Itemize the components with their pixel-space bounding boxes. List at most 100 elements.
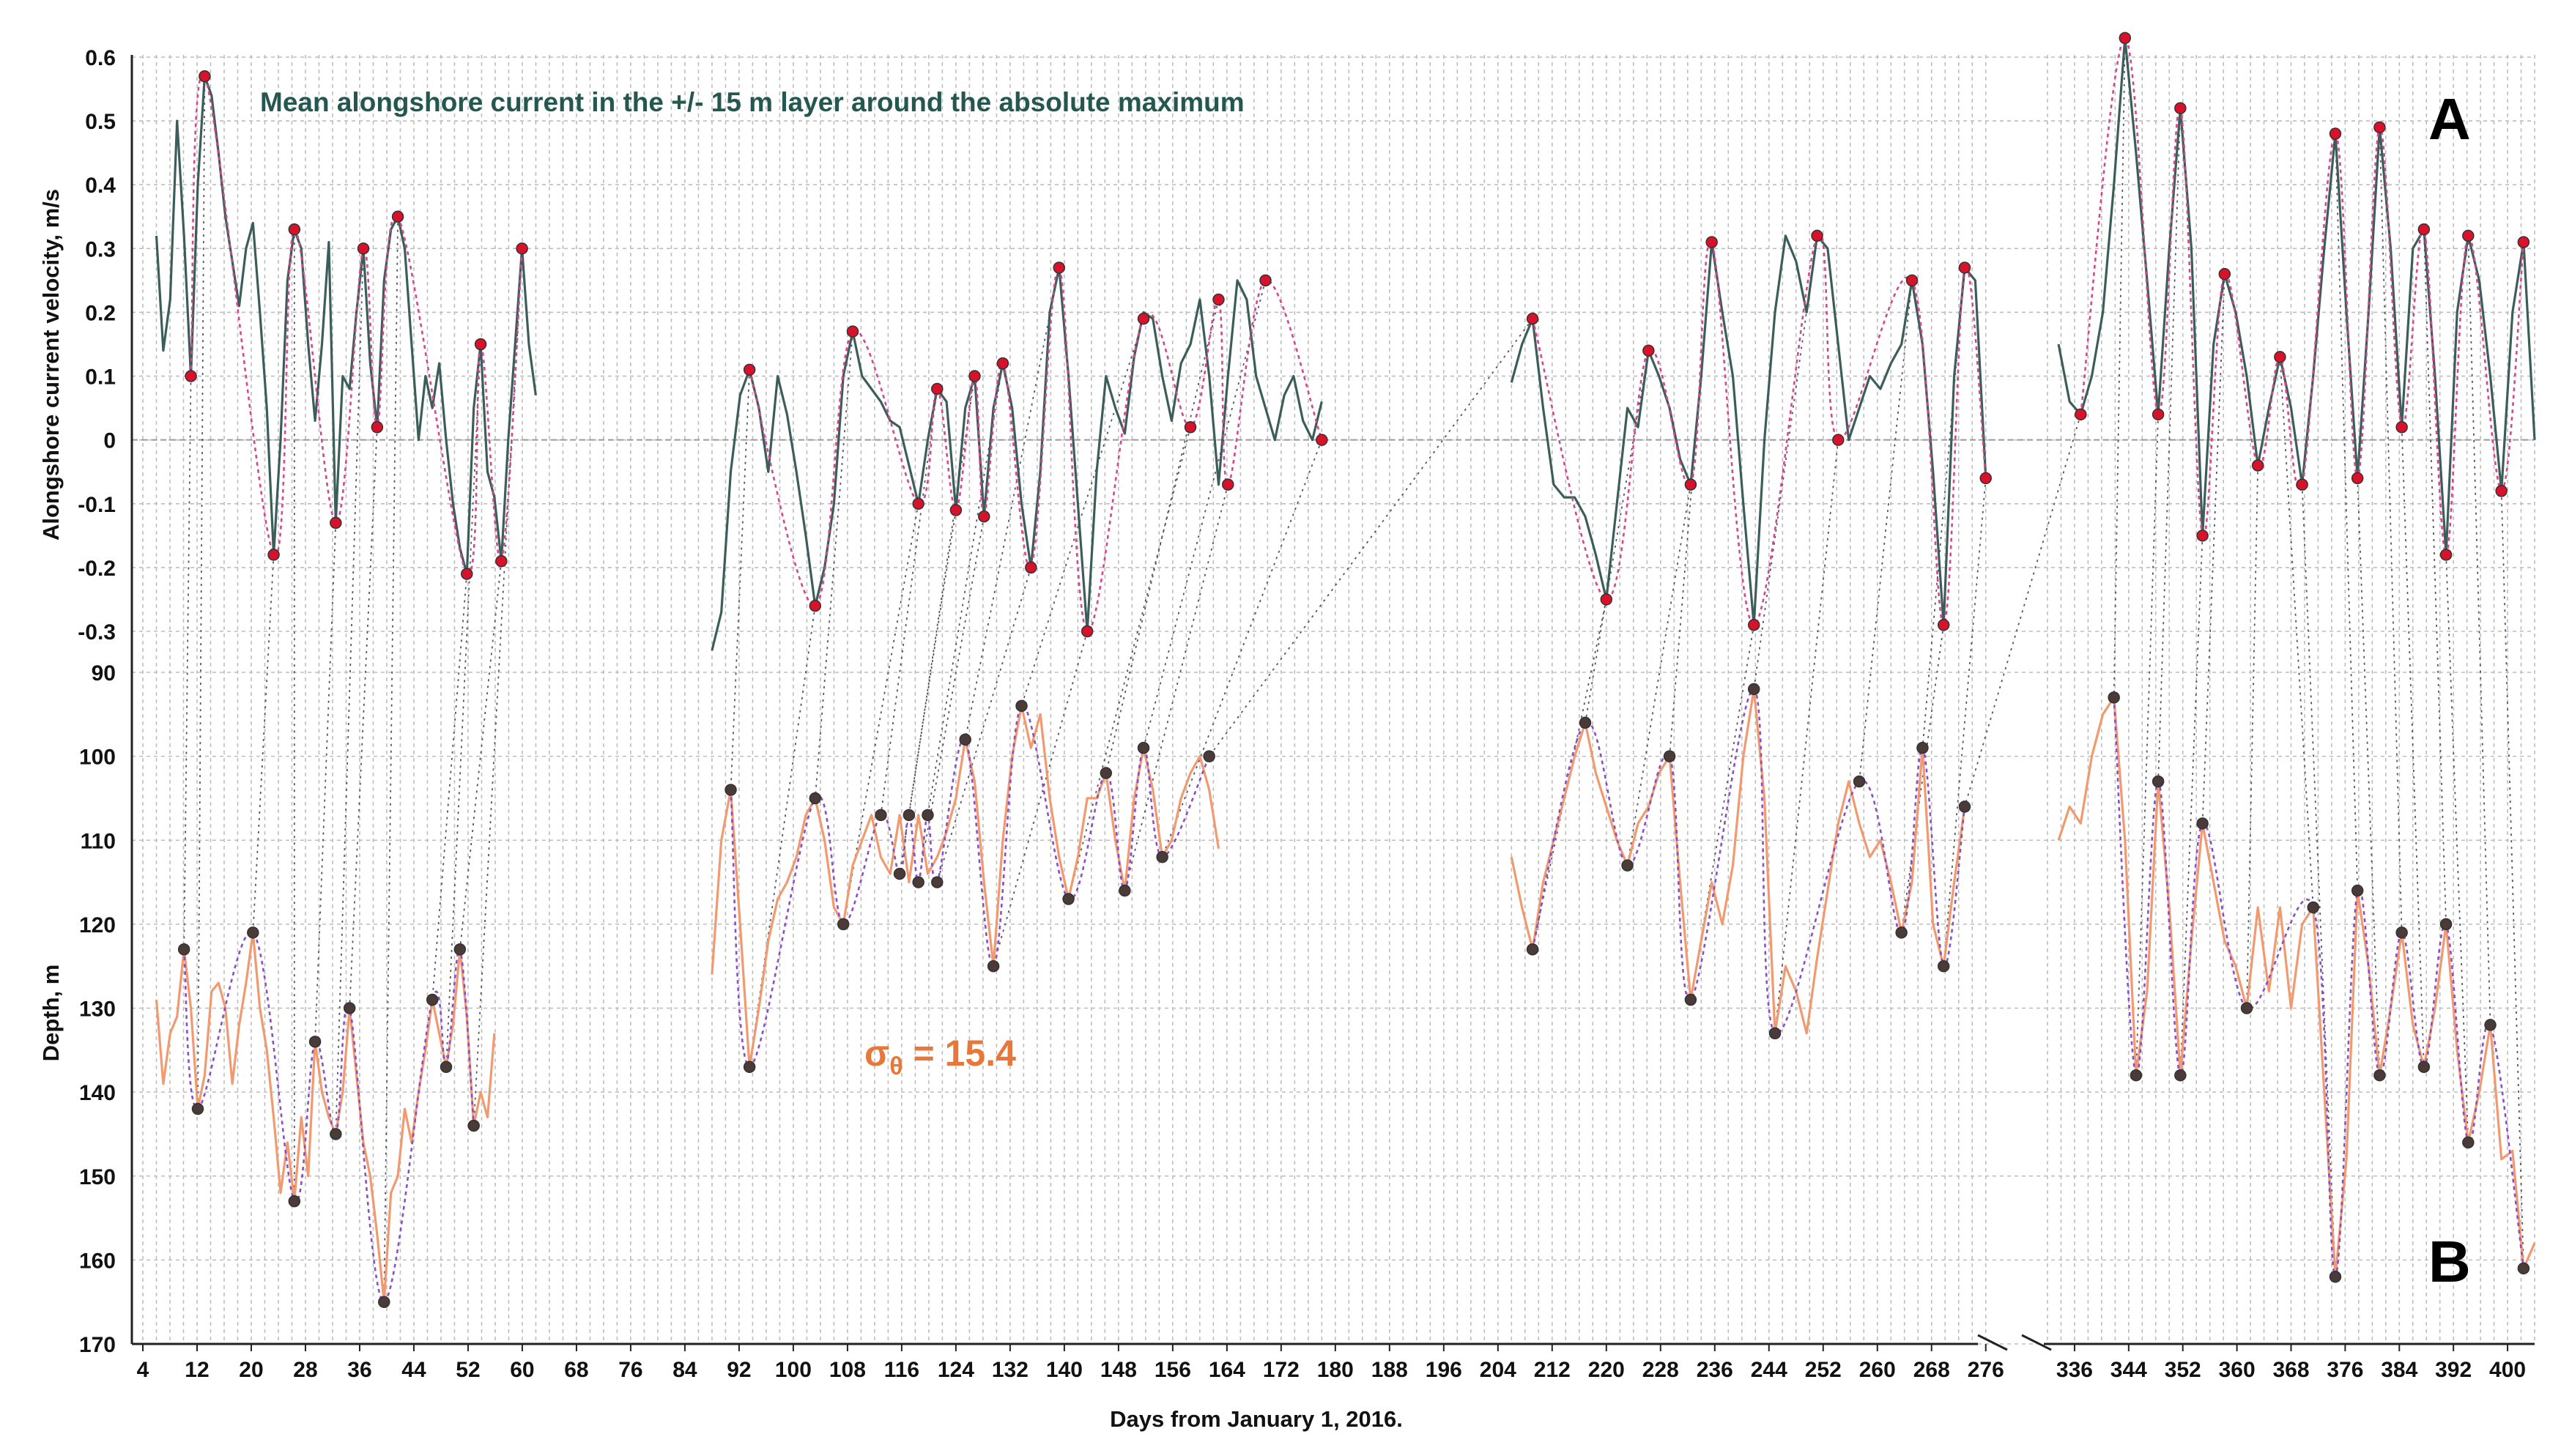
extrema-connector: [899, 510, 957, 874]
panel-b-extremum-point: [922, 809, 934, 822]
panel-b-extremum-point: [2152, 775, 2165, 788]
panel-b-extremum-point: [2240, 1002, 2253, 1014]
panel-a-envelope-curve: [1531, 231, 1987, 626]
panel-a-extremum-point: [1053, 261, 1066, 274]
panel-b-extremum-point: [191, 1102, 204, 1115]
panel-b-series-line: [1510, 688, 1966, 1035]
panel-a-ytick-label: -0.3: [78, 620, 116, 645]
panel-b-extremum-point: [2108, 691, 2120, 704]
panel-a-extremum-point: [2329, 127, 2342, 140]
grid: [132, 55, 2535, 1345]
extrema-connector: [2379, 127, 2403, 933]
panel-a-extremum-point: [371, 420, 384, 434]
panel-b-extremum-point: [912, 876, 924, 888]
x-tick-label: 44: [401, 1358, 426, 1382]
x-tick-label: 164: [1209, 1358, 1245, 1382]
panel-a-extremum-point: [516, 242, 528, 255]
panel-a-extremum-point: [1705, 236, 1718, 248]
x-tick-label: 236: [1697, 1358, 1733, 1382]
x-tick-label: 156: [1155, 1358, 1191, 1382]
extrema-connector: [431, 573, 468, 1000]
panel-b-extremum-point: [453, 943, 467, 956]
panel-a-extremum-point: [1259, 274, 1272, 287]
panel-b-extremum-point: [426, 993, 439, 1006]
panel-b-extremum-point: [288, 1195, 301, 1208]
panel-a-extremum-point: [2196, 530, 2209, 542]
extrema-connector: [1208, 318, 1533, 757]
panel-a-extremum-point: [996, 357, 1009, 370]
x-tick-label: 336: [2056, 1358, 2093, 1382]
extrema-connector: [1626, 484, 1691, 866]
panel-a-ytick-label: 0: [103, 429, 116, 453]
panel-b-ytick-label: 130: [79, 998, 116, 1022]
panel-a-extremum-point: [1526, 312, 1539, 325]
x-tick-label: 12: [185, 1358, 209, 1382]
panel-b-extremum-point: [2373, 1069, 2386, 1082]
panel-b-extremum-point: [1156, 850, 1168, 863]
x-tick-label: 392: [2435, 1358, 2472, 1382]
panel-b-extremum-point: [343, 1002, 356, 1014]
extrema-connector: [1020, 318, 1144, 707]
extrema-connector: [814, 331, 853, 799]
panel-b-extremum-point: [875, 809, 887, 822]
panel-b-extremum-point: [2462, 1136, 2475, 1149]
panel-b-extremum-point: [2351, 884, 2364, 897]
panel-a-extremum-point: [1905, 274, 1919, 287]
panel-b-ytick-label: 100: [79, 746, 116, 770]
panel-b-extremum-point: [308, 1036, 322, 1048]
panel-a-extremum-point: [912, 497, 924, 510]
panel-b-extremum-point: [724, 784, 737, 796]
panel-b-extremum-point: [809, 792, 822, 805]
panel-b-extremum-point: [2329, 1271, 2342, 1283]
panel-b-extremum-point: [1621, 859, 1634, 872]
extrema-connector: [1943, 478, 1987, 967]
x-tick-label: 212: [1534, 1358, 1571, 1382]
panel-b-extremum-point: [2307, 901, 2319, 914]
panel-b-ylabel: Depth, m: [38, 965, 64, 1062]
panel-b-extremum-point: [177, 943, 190, 956]
panel-a-extremum-point: [2517, 236, 2530, 248]
panel-a-extremum-point: [2218, 267, 2231, 281]
panel-b-extremum-point: [440, 1061, 453, 1073]
x-tick-label: 28: [293, 1358, 317, 1382]
panel-b-ytick-label: 140: [79, 1081, 116, 1105]
panel-a-extremum-point: [2296, 478, 2308, 491]
connectors: [183, 37, 2524, 1302]
panel-a-ytick-label: 0.5: [85, 110, 116, 134]
x-tick-label: 276: [1968, 1358, 2004, 1382]
panel-b-extremum-point: [1062, 893, 1075, 905]
panel-b-label: B: [2428, 1229, 2471, 1294]
sigma-annotation: σθ = 15.4: [864, 1033, 1016, 1080]
panel-a-extremum-point: [2174, 102, 2187, 114]
panel-a-ytick-label: 0.4: [85, 174, 116, 198]
x-tick-label: 244: [1751, 1358, 1787, 1382]
extrema-connector: [2301, 484, 2336, 1277]
panel-a-series-line: [711, 266, 1323, 651]
extrema-connector: [749, 606, 816, 1067]
panel-b-extremum-point: [1119, 884, 1131, 897]
extrema-connector: [335, 248, 364, 1134]
panel-a-extremum-point: [267, 549, 280, 561]
panel-a-extremum-point: [2075, 408, 2087, 421]
panel-a-series-line: [155, 75, 537, 576]
x-tick-label: 4: [137, 1358, 149, 1382]
x-tick-label: 400: [2489, 1358, 2526, 1382]
panel-a-ytick-label: -0.1: [78, 493, 116, 517]
axes: 0.6 0.5 0.4 0.3 0.2 0.1 0 -0.1 -0.2 -0.3 90 100 110 1…: [78, 46, 2535, 1382]
axis-break-mark: [2021, 1334, 2052, 1351]
panel-b-extremum-point: [1137, 741, 1150, 754]
panel-a-extremum-point: [1025, 561, 1037, 574]
x-tick-label: 268: [1913, 1358, 1950, 1382]
panel-a-series-line: [2057, 37, 2536, 557]
panel-a-extremum-point: [1937, 619, 1950, 631]
extrema-connector: [2357, 478, 2381, 1076]
panel-a-extremum-point: [288, 223, 301, 236]
panel-b-extremum-point: [1100, 767, 1113, 779]
panel-b-extremum-point: [1203, 750, 1215, 762]
panel-a-extremum-point: [2439, 549, 2453, 561]
x-tick-label: 360: [2219, 1358, 2256, 1382]
panel-a-extremum-point: [1137, 312, 1150, 325]
panel-a-extremum-point: [2152, 408, 2165, 421]
extrema-connector: [2135, 414, 2160, 1076]
